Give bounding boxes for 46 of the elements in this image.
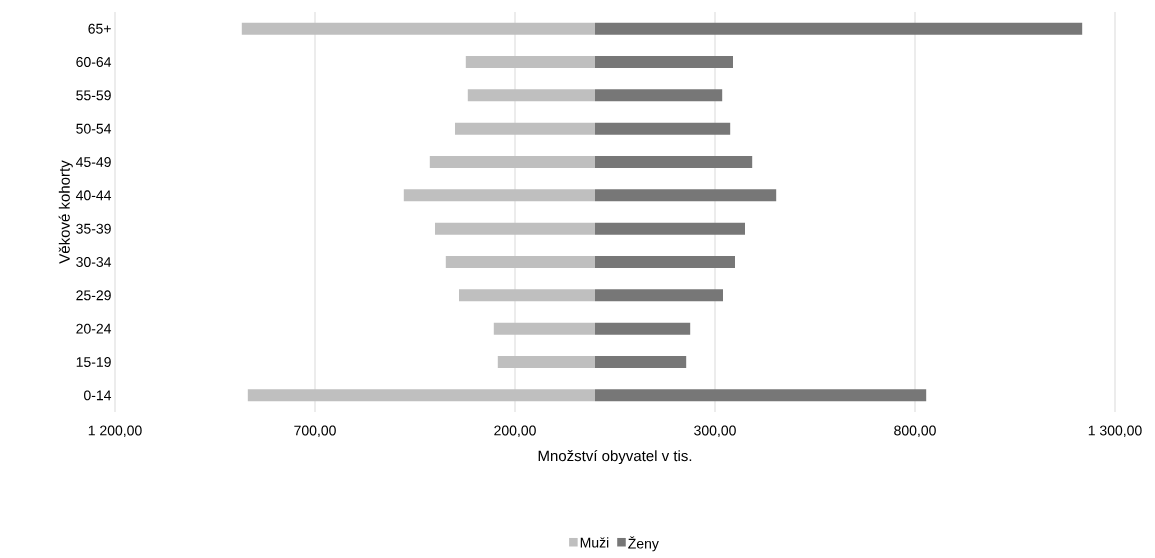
bar	[435, 222, 595, 235]
bar	[595, 22, 1083, 35]
y-tick-label: 15-19	[76, 357, 111, 367]
x-tick-label: 1 200,00	[88, 425, 142, 438]
bar	[465, 56, 595, 69]
y-tick-label: 60-64	[76, 57, 112, 67]
x-tick-label: 800,00	[894, 425, 936, 438]
bar	[493, 322, 595, 335]
y-tick-label: 55-59	[76, 90, 111, 101]
y-tick-label: 30-34	[76, 257, 112, 267]
bar	[595, 289, 723, 302]
bar	[595, 389, 927, 402]
bar	[595, 56, 733, 69]
bar	[595, 256, 735, 269]
bar	[595, 89, 723, 102]
bar	[467, 89, 595, 102]
x-axis-title: Množství obyvatel v tis.	[538, 449, 692, 465]
bar	[595, 189, 777, 202]
y-tick-label: 50-54	[76, 123, 112, 134]
legend-label: Muži	[580, 537, 609, 548]
x-tick-label: 300,00	[694, 425, 736, 438]
y-tick-label: 45-49	[75, 157, 111, 167]
x-tick-label: 1 300,00	[1088, 425, 1142, 438]
y-tick-label: 35-39	[76, 223, 111, 234]
bar	[595, 156, 753, 169]
bar	[445, 256, 595, 269]
bar	[595, 222, 745, 235]
bar	[595, 356, 687, 369]
bar	[429, 156, 595, 169]
bar	[459, 289, 595, 302]
bar	[455, 122, 595, 135]
x-tick-label: 700,00	[294, 425, 336, 438]
bar	[403, 189, 595, 202]
y-tick-label: 65+	[88, 23, 111, 34]
y-tick-label: 20-24	[76, 323, 112, 334]
y-tick-label: 25-29	[76, 290, 111, 301]
bar	[595, 122, 731, 135]
legend-label: Ženy	[628, 536, 659, 552]
bar	[497, 356, 595, 369]
y-tick-label: 40-44	[75, 190, 112, 201]
bar	[595, 322, 691, 335]
bar	[241, 22, 595, 35]
x-tick-label: 200,00	[494, 425, 536, 438]
y-tick-label: 0-14	[84, 390, 112, 401]
bar	[247, 389, 595, 402]
y-axis-title: Věkové kohorty	[58, 160, 73, 264]
